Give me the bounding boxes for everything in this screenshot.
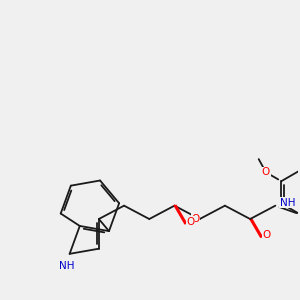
Text: NH: NH xyxy=(59,261,74,271)
Text: O: O xyxy=(187,217,195,227)
Text: O: O xyxy=(262,167,270,177)
Text: NH: NH xyxy=(280,198,295,208)
Text: O: O xyxy=(262,230,271,240)
Text: O: O xyxy=(191,214,200,224)
